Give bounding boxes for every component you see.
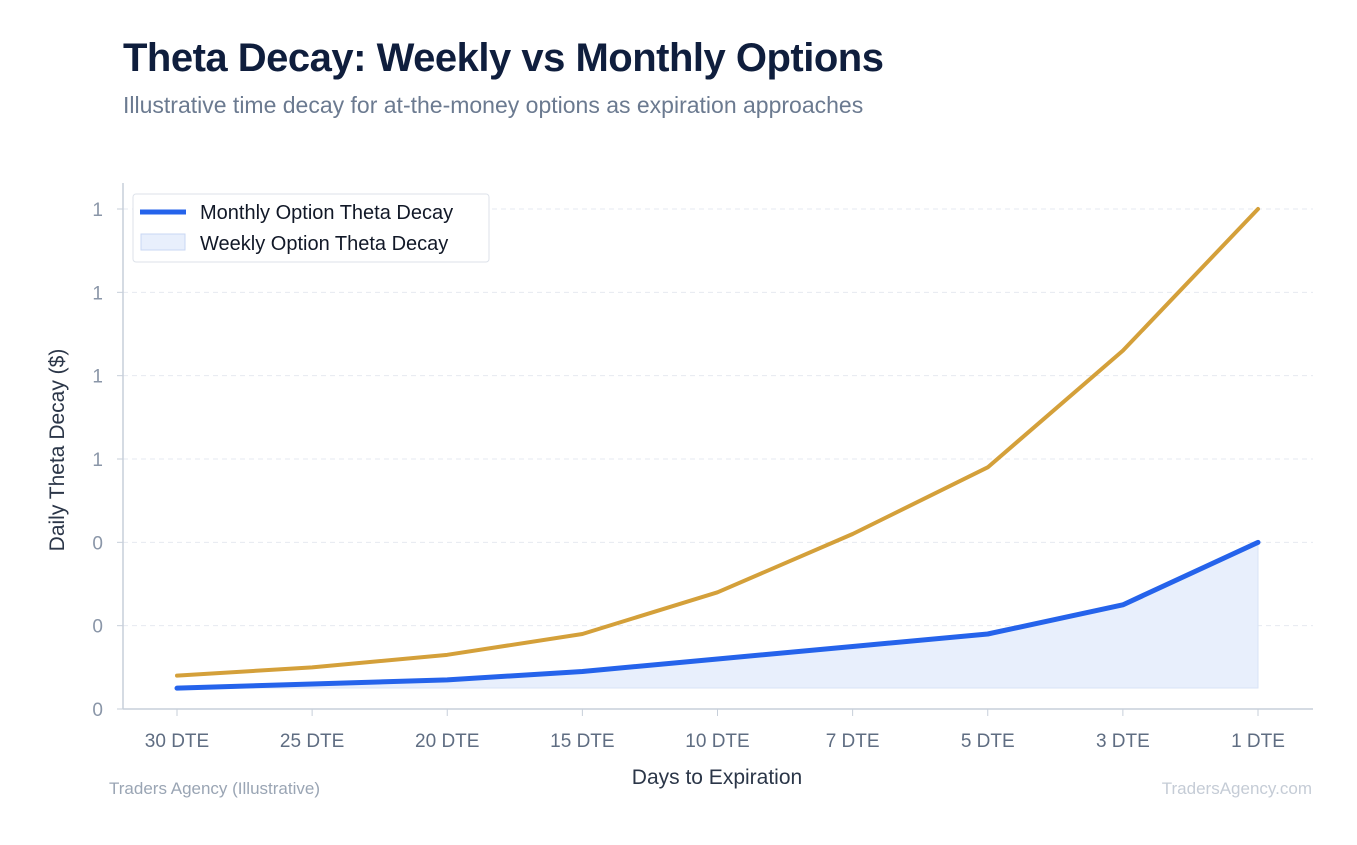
y-tick-label: 0 — [92, 533, 103, 554]
chart-subtitle: Illustrative time decay for at-the-money… — [123, 92, 864, 118]
x-tick-label: 25 DTE — [280, 731, 344, 752]
y-axis-ticks: 0 0 0 1 1 1 1 — [92, 200, 123, 721]
y-tick-label: 0 — [92, 617, 103, 638]
y-tick-label: 1 — [92, 283, 103, 304]
source-note: Traders Agency (Illustrative) — [109, 779, 320, 798]
x-tick-label: 10 DTE — [685, 731, 749, 752]
y-tick-label: 1 — [92, 200, 103, 221]
legend-swatch-weekly — [140, 233, 186, 251]
legend-box — [132, 193, 490, 263]
weekly-theta-line — [175, 207, 1260, 678]
watermark: TradersAgency.com — [1161, 779, 1312, 798]
series-group — [174, 207, 1261, 691]
gridlines — [123, 208, 1313, 627]
y-tick-label: 0 — [92, 700, 103, 721]
x-axis-ticks: 30 DTE 25 DTE 20 DTE 15 DTE 10 DTE 7 DTE 5 DTE… — [145, 709, 1285, 752]
y-axis-title: Daily Theta Decay ($) — [46, 349, 69, 552]
x-tick-label: 15 DTE — [550, 731, 614, 752]
legend-label-weekly: Weekly Option Theta Decay — [200, 233, 448, 255]
x-tick-label: 3 DTE — [1096, 731, 1150, 752]
x-tick-label: 20 DTE — [415, 731, 479, 752]
x-tick-label: 30 DTE — [145, 731, 209, 752]
chart-title: Theta Decay: Weekly vs Monthly Options — [123, 36, 884, 80]
legend-label-monthly: Monthly Option Theta Decay — [200, 202, 453, 224]
y-tick-label: 1 — [92, 450, 103, 471]
x-tick-label: 1 DTE — [1231, 731, 1285, 752]
x-axis-title: Days to Expiration — [632, 766, 802, 789]
y-tick-label: 1 — [92, 367, 103, 388]
x-tick-label: 5 DTE — [961, 731, 1015, 752]
x-tick-label: 7 DTE — [826, 731, 880, 752]
legend: Monthly Option Theta Decay Weekly Option… — [132, 193, 490, 263]
